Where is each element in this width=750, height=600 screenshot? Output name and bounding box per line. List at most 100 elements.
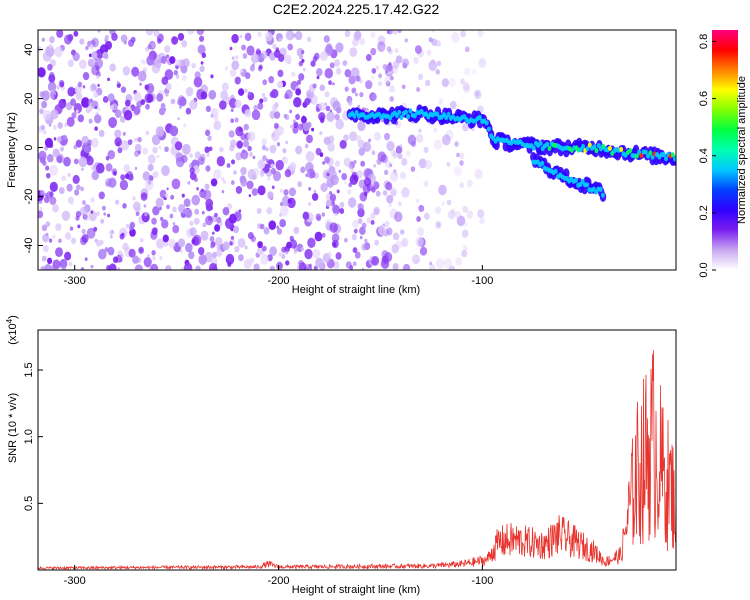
noise-blob <box>90 83 97 91</box>
noise-blob <box>100 218 105 224</box>
noise-blob <box>285 140 289 145</box>
noise-blob <box>270 163 275 169</box>
noise-blob <box>177 238 186 248</box>
noise-blob <box>199 35 205 42</box>
noise-blob <box>144 93 153 104</box>
noise-blob <box>425 79 431 87</box>
noise-blob <box>388 61 392 66</box>
noise-blob <box>231 56 235 60</box>
noise-blob <box>88 118 93 124</box>
noise-blob <box>466 179 473 188</box>
noise-blob <box>129 225 134 231</box>
noise-blob <box>324 102 328 106</box>
noise-blob <box>185 107 192 115</box>
noise-blob <box>416 86 421 93</box>
noise-blob <box>183 198 191 208</box>
noise-blob <box>392 232 400 241</box>
noise-blob <box>416 133 424 143</box>
noise-blob <box>268 220 277 230</box>
noise-blob <box>113 171 117 176</box>
noise-blob <box>326 111 335 122</box>
noise-blob <box>354 251 361 259</box>
x-tick-label: -200 <box>268 575 290 587</box>
noise-blob <box>160 56 168 64</box>
noise-blob <box>155 197 164 208</box>
noise-blob <box>357 120 366 132</box>
noise-blob <box>97 83 100 87</box>
noise-blob <box>450 208 456 215</box>
noise-blob <box>205 203 213 212</box>
colorbar-tick-label: 0.6 <box>698 91 710 106</box>
noise-blob <box>313 265 318 270</box>
noise-blob <box>219 100 227 110</box>
y-tick-label: 20 <box>23 92 35 104</box>
noise-blob <box>164 146 169 153</box>
noise-blob <box>423 146 429 154</box>
noise-blob <box>108 117 117 129</box>
noise-blob <box>151 217 157 225</box>
noise-blob <box>285 30 295 41</box>
noise-blob <box>462 122 470 132</box>
noise-blob <box>200 84 209 94</box>
noise-blob <box>41 37 45 42</box>
noise-blob <box>184 208 193 219</box>
noise-blob <box>215 237 223 247</box>
noise-blob <box>266 206 273 215</box>
noise-blob <box>204 146 210 154</box>
noise-blob <box>386 140 395 152</box>
noise-blob <box>55 223 62 232</box>
noise-blob <box>145 30 154 36</box>
noise-blob <box>93 114 102 124</box>
noise-blob <box>438 98 444 105</box>
noise-blob <box>72 174 80 184</box>
noise-blob <box>334 212 338 217</box>
noise-blob <box>355 92 358 97</box>
noise-blob <box>222 207 230 216</box>
noise-blob <box>122 203 127 209</box>
noise-blob <box>335 252 342 260</box>
noise-blob <box>386 30 390 34</box>
noise-blob <box>288 187 297 197</box>
noise-blob <box>249 257 255 264</box>
noise-blob <box>332 82 335 86</box>
noise-blob <box>316 75 320 80</box>
noise-blob <box>165 92 169 97</box>
noise-blob <box>347 197 357 208</box>
noise-blob <box>170 98 176 105</box>
noise-blob <box>361 243 368 251</box>
noise-blob <box>66 116 75 127</box>
noise-blob <box>360 160 366 167</box>
noise-blob <box>418 158 427 169</box>
noise-blob <box>389 85 396 93</box>
noise-blob <box>97 30 101 33</box>
noise-blob <box>418 73 424 81</box>
noise-blob <box>151 227 158 236</box>
noise-blob <box>301 58 305 63</box>
noise-blob <box>380 119 384 123</box>
noise-blob <box>87 58 95 67</box>
noise-blob <box>378 73 383 79</box>
noise-blob <box>362 141 372 153</box>
noise-blob <box>134 143 142 153</box>
signal-core <box>670 152 675 158</box>
noise-blob <box>230 180 235 185</box>
spectrogram-image <box>38 30 676 270</box>
noise-blob <box>86 227 96 239</box>
noise-blob <box>329 193 337 202</box>
colorbar-tick-label: 0.0 <box>698 262 710 277</box>
noise-blob <box>143 257 152 268</box>
noise-blob <box>96 240 102 247</box>
noise-blob <box>210 244 214 249</box>
noise-blob <box>132 196 136 201</box>
noise-blob <box>123 110 133 121</box>
noise-blob <box>187 181 191 185</box>
noise-blob <box>229 241 233 246</box>
noise-blob <box>418 204 425 213</box>
noise-blob <box>275 47 280 52</box>
noise-blob <box>349 265 354 270</box>
noise-blob <box>257 159 266 170</box>
noise-blob <box>252 63 255 67</box>
noise-blob <box>64 122 68 127</box>
noise-blob <box>59 81 65 88</box>
